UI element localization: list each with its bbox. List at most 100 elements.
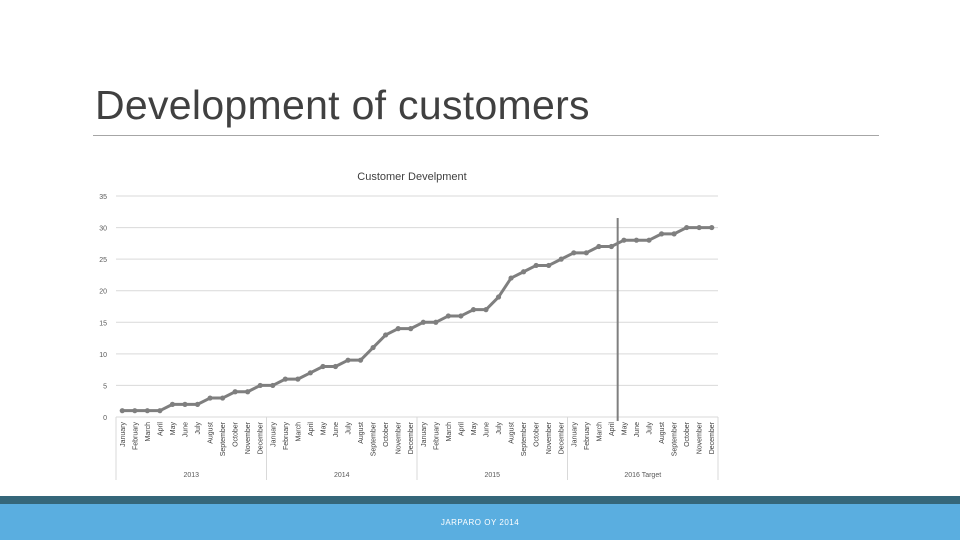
x-tick-label-month: October — [383, 421, 390, 447]
data-point — [433, 319, 439, 325]
x-tick-label-month: December — [559, 421, 566, 454]
data-point — [207, 395, 213, 401]
x-tick-label-month: March — [446, 422, 453, 442]
y-tick-label: 30 — [99, 226, 107, 233]
data-point — [357, 357, 364, 363]
data-point — [307, 370, 313, 376]
chart-title: Customer Develpment — [357, 171, 466, 183]
x-tick-label-month: July — [647, 422, 654, 435]
x-tick-label-month: October — [534, 421, 541, 447]
x-tick-label-month: November — [396, 421, 403, 454]
data-point — [119, 408, 125, 414]
x-tick-label-month: August — [659, 422, 666, 444]
data-point — [345, 357, 351, 363]
x-tick-label-month: March — [295, 422, 302, 442]
x-tick-label-month: November — [697, 421, 704, 454]
data-point — [169, 401, 176, 407]
x-tick-label-month: October — [233, 421, 240, 447]
x-tick-label-month: July — [496, 422, 503, 435]
x-tick-label-month: December — [258, 421, 265, 454]
series-line — [122, 226, 712, 413]
gridlines — [116, 195, 718, 418]
data-point — [182, 401, 188, 407]
x-tick-label-month: June — [634, 422, 641, 437]
data-point — [320, 363, 326, 370]
x-tick-label-month: February — [283, 422, 290, 451]
data-point — [546, 262, 552, 269]
data-point — [596, 243, 602, 250]
x-tick-label-month: September — [220, 421, 227, 456]
data-point — [709, 224, 715, 231]
data-point — [558, 256, 564, 262]
x-tick-label-month: November — [245, 421, 252, 454]
data-point — [245, 389, 251, 395]
x-tick-label-month: August — [208, 422, 215, 444]
x-tick-label-month: January — [421, 422, 428, 447]
x-tick-label-month: May — [621, 422, 628, 436]
x-tick-label-month: July — [195, 422, 202, 435]
data-point — [194, 401, 201, 407]
data-point — [370, 344, 376, 351]
y-tick-label: 25 — [99, 257, 107, 264]
x-tick-label-month: March — [145, 422, 152, 442]
y-tick-label: 10 — [99, 352, 107, 359]
x-tick-label-month: June — [483, 422, 490, 437]
footer-bar — [0, 504, 960, 540]
data-point — [583, 250, 589, 256]
data-point — [621, 237, 627, 243]
data-point — [220, 395, 226, 401]
y-tick-label: 20 — [99, 289, 107, 296]
x-tick-label-month: September — [521, 421, 528, 456]
data-point — [571, 250, 577, 256]
y-tick-label: 35 — [99, 194, 107, 201]
x-tick-label-month: June — [182, 422, 189, 437]
data-point — [671, 231, 677, 237]
x-tick-label-month: June — [333, 422, 340, 437]
data-point — [533, 262, 539, 269]
data-point — [132, 408, 138, 414]
data-point — [658, 231, 665, 237]
x-tick-label-month: May — [170, 422, 177, 436]
data-point — [282, 376, 288, 382]
x-tick-label-month: February — [433, 422, 440, 451]
x-tick-label-month: December — [408, 421, 415, 454]
data-point — [157, 408, 163, 414]
data-point — [483, 307, 489, 313]
x-tick-label-month: April — [308, 422, 315, 436]
x-tick-label-month: February — [584, 422, 591, 451]
data-point — [684, 224, 690, 231]
x-tick-label-month: April — [609, 422, 616, 436]
footer-text: JARPARO OY 2014 — [440, 518, 520, 527]
x-tick-label-month: December — [709, 421, 716, 454]
data-point — [470, 307, 477, 313]
x-tick-label-month: April — [458, 422, 465, 436]
x-tick-label-month: April — [157, 422, 164, 436]
x-tick-label-month: July — [346, 422, 353, 435]
x-tick-label-month: February — [132, 422, 139, 451]
data-point — [646, 237, 652, 243]
data-point — [144, 408, 150, 414]
x-tick-label-month: August — [358, 422, 365, 444]
x-axis: January February March April May June July Augu… — [115, 218, 719, 480]
x-tick-label-month: August — [509, 422, 516, 444]
x-group-label: 2014 — [334, 472, 350, 479]
x-tick-label-month: March — [596, 422, 603, 442]
data-point — [395, 326, 401, 332]
y-axis-ticks: 0 5 10 15 20 25 30 35 — [99, 194, 107, 422]
data-point — [383, 332, 389, 338]
x-tick-label-month: October — [684, 421, 691, 447]
x-tick-label-month: January — [571, 422, 578, 447]
x-group-label: 2016 Target — [624, 472, 661, 479]
x-tick-label-month: September — [672, 421, 679, 456]
data-point — [408, 326, 414, 332]
slide-title: Development of customers — [95, 82, 590, 128]
x-tick-label-month: January — [270, 422, 277, 447]
data-point — [270, 382, 276, 389]
data-point — [608, 243, 614, 250]
data-point — [458, 313, 464, 319]
x-tick-label-month: May — [320, 422, 327, 436]
y-tick-label: 5 — [103, 383, 107, 390]
series-customers — [119, 224, 715, 414]
data-point — [495, 294, 502, 300]
x-tick-label-month: November — [546, 421, 553, 454]
